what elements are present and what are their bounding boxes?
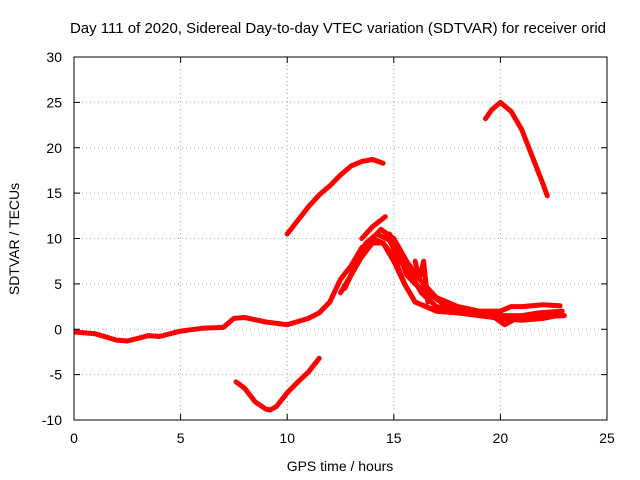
y-tick-label: -10 <box>42 412 62 428</box>
series-rise-12-to-14 <box>359 214 388 241</box>
series-baseline-main <box>74 236 567 344</box>
data-series <box>74 99 567 413</box>
series-band-b <box>342 231 565 328</box>
series-spike-16 <box>412 258 431 305</box>
x-axis-label: GPS time / hours <box>287 458 394 474</box>
y-tick-label: 25 <box>46 94 62 110</box>
plot-frame <box>73 56 608 421</box>
y-tick-label: -5 <box>50 367 63 383</box>
series-upper-mid <box>284 157 386 237</box>
x-tick-label: 0 <box>70 430 78 446</box>
grid <box>74 57 607 420</box>
x-tick-label: 20 <box>493 430 509 446</box>
series-band-c <box>352 226 563 314</box>
x-tick-label: 25 <box>599 430 615 446</box>
x-tick-label: 10 <box>279 430 295 446</box>
chart-title: Day 111 of 2020, Sidereal Day-to-day VTE… <box>70 20 606 37</box>
y-tick-label: 20 <box>46 140 62 156</box>
series-lower-dip <box>233 355 322 413</box>
x-tick-label: 15 <box>386 430 402 446</box>
y-tick-label: 0 <box>54 321 62 337</box>
series-upper-right <box>483 99 550 199</box>
x-tick-label: 5 <box>177 430 185 446</box>
y-tick-label: 30 <box>46 49 62 65</box>
axis-ticks: 0 5 10 15 20 25 -10 -5 0 5 10 15 20 25 30 <box>42 49 615 446</box>
y-tick-label: 15 <box>46 185 62 201</box>
y-tick-label: 5 <box>54 276 62 292</box>
y-axis-label: SDTVAR / TECUs <box>6 183 22 295</box>
y-tick-label: 10 <box>46 231 62 247</box>
series-band-d <box>387 231 525 321</box>
